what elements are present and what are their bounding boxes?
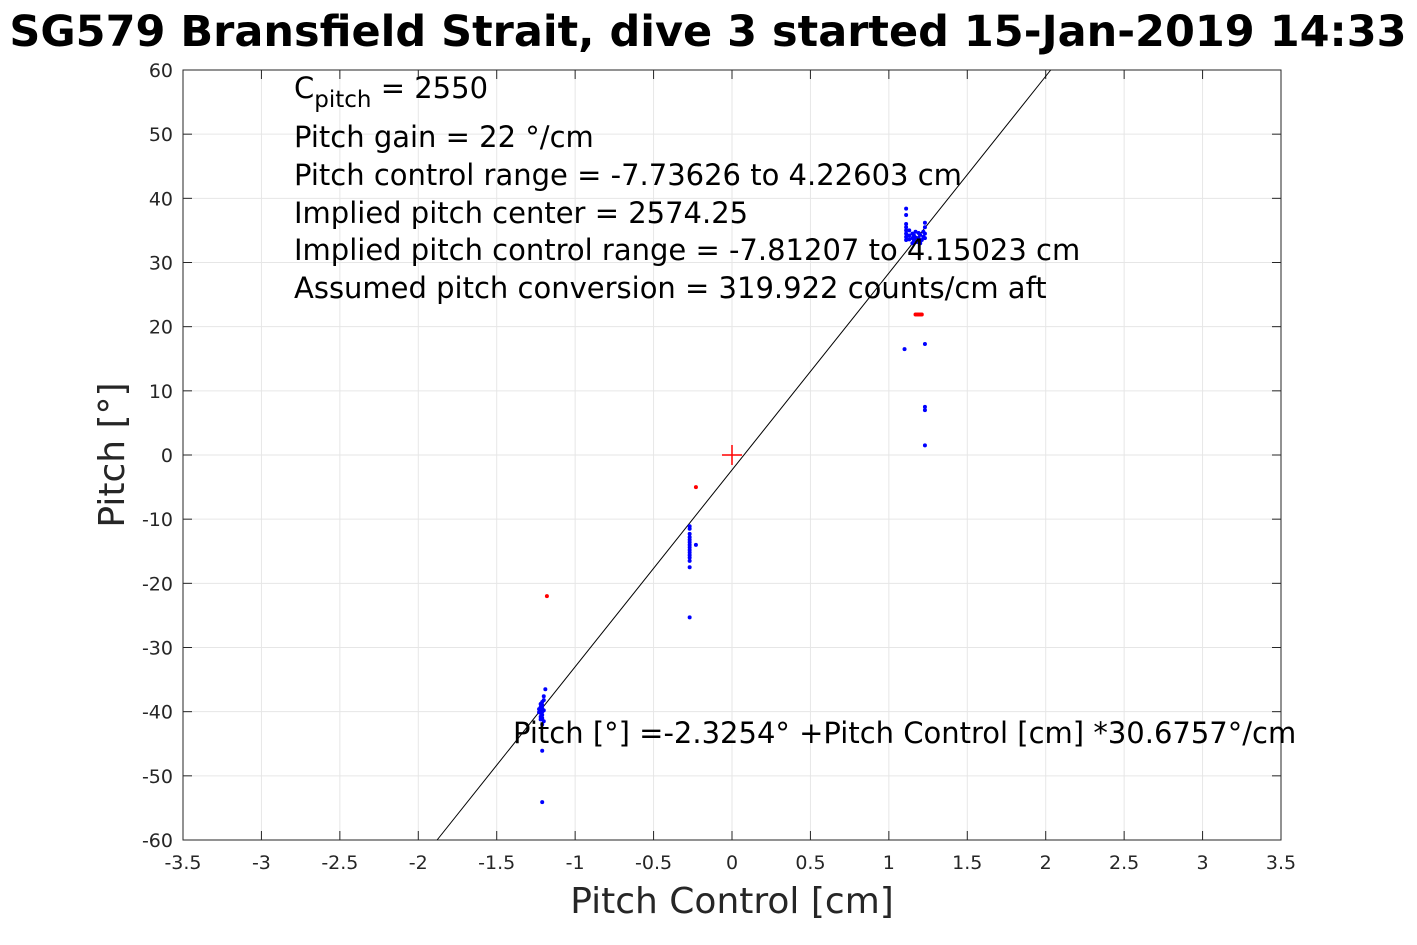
y-tick-label: -10: [142, 509, 173, 531]
x-axis: -3.5 -3 -2.5 -2 -1.5 -1 -0.5 0 0.5 1 1.5 2 2.5 3 3.5: [164, 70, 1296, 874]
data-point: [541, 694, 546, 699]
data-point: [904, 213, 909, 218]
data-point: [687, 526, 692, 531]
data-point: [907, 228, 912, 233]
x-tick-label: 0.5: [795, 852, 825, 874]
x-tick-label: -2.5: [321, 852, 358, 874]
data-point: [538, 717, 543, 722]
data-point: [537, 710, 542, 715]
x-tick-label: -3: [252, 852, 271, 874]
data-point: [919, 238, 924, 243]
data-point: [913, 235, 918, 240]
y-axis-label: Pitch [°]: [92, 382, 133, 527]
x-tick-label: 3: [1197, 852, 1209, 874]
data-point: [922, 231, 927, 236]
data-points: [537, 206, 927, 805]
data-point: [687, 531, 692, 536]
data-point: [541, 719, 546, 724]
annotation-pitch-control-range: Pitch control range = -7.73626 to 4.2260…: [294, 158, 962, 192]
annotation-pitch-conversion: Assumed pitch conversion = 319.922 count…: [294, 271, 1047, 305]
y-tick-label: 10: [149, 381, 173, 403]
data-point: [540, 722, 545, 727]
data-point: [687, 615, 692, 620]
x-tick-label: -0.5: [635, 852, 672, 874]
data-point: [693, 485, 698, 490]
data-point: [916, 236, 921, 241]
data-point: [922, 225, 927, 230]
data-point: [907, 233, 912, 238]
data-point: [911, 238, 916, 243]
data-point: [687, 558, 692, 563]
data-point: [922, 404, 927, 409]
data-point: [687, 555, 692, 560]
annotation-fit-equation: Pitch [°] =-2.3254° +Pitch Control [cm] …: [513, 716, 1296, 750]
x-tick-label: 2.5: [1109, 852, 1139, 874]
data-point: [922, 408, 927, 413]
data-point: [904, 206, 909, 211]
x-tick-label: 1: [883, 852, 895, 874]
x-tick-label: 1.5: [952, 852, 982, 874]
data-point: [904, 225, 909, 230]
data-point: [918, 241, 923, 246]
x-tick-label: 3.5: [1266, 852, 1296, 874]
data-point: [913, 229, 918, 234]
data-point: [543, 687, 548, 692]
y-tick-label: 20: [149, 317, 173, 339]
y-tick-label: -60: [142, 830, 173, 852]
data-point: [540, 800, 545, 805]
data-point: [922, 236, 927, 241]
c-pitch-value: = 2550: [371, 71, 488, 105]
y-tick-label: 0: [161, 445, 173, 467]
data-point: [918, 232, 923, 237]
data-point: [922, 220, 927, 225]
data-point: [904, 238, 909, 243]
chart-title: SG579 Bransfield Strait, dive 3 started …: [9, 7, 1406, 57]
c-pitch-subscript: pitch: [314, 87, 371, 113]
y-tick-label: 60: [149, 60, 173, 82]
data-point: [904, 234, 909, 239]
data-point: [922, 341, 927, 346]
data-point: [907, 237, 912, 242]
data-point: [915, 239, 920, 244]
y-tick-label: -50: [142, 766, 173, 788]
x-tick-label: 2: [1040, 852, 1052, 874]
annotation-implied-control-range: Implied pitch control range = -7.81207 t…: [294, 233, 1080, 267]
data-point: [693, 542, 698, 547]
data-point: [541, 708, 546, 713]
x-tick-label: -1.5: [478, 852, 515, 874]
x-tick-label: -3.5: [164, 852, 201, 874]
y-tick-label: 50: [149, 124, 173, 146]
data-point: [544, 594, 549, 599]
data-point: [922, 443, 927, 448]
c-pitch-prefix: C: [294, 71, 314, 105]
data-point: [904, 228, 909, 233]
data-point: [904, 222, 909, 226]
y-axis: -60 -50 -40 -30 -20 -10 0 10 20 30 40 50 60: [142, 60, 1281, 852]
data-point: [537, 707, 542, 712]
data-point: [541, 698, 546, 703]
y-tick-label: 30: [149, 253, 173, 275]
data-point: [538, 701, 543, 706]
x-tick-label: -1: [566, 852, 585, 874]
y-tick-label: -40: [142, 702, 173, 724]
x-tick-label: -2: [409, 852, 428, 874]
annotation-implied-pitch-center: Implied pitch center = 2574.25: [294, 196, 748, 230]
annotation-pitch-gain: Pitch gain = 22 °/cm: [294, 120, 594, 154]
center-marker-group: [722, 445, 742, 465]
y-tick-label: 40: [149, 188, 173, 210]
x-axis-label: Pitch Control [cm]: [570, 881, 894, 922]
data-point: [904, 231, 909, 236]
data-point: [902, 347, 907, 352]
data-point: [919, 312, 924, 317]
data-point: [540, 748, 545, 753]
grid: [182, 69, 1282, 841]
annotation-c-pitch: Cpitch = 2550: [294, 71, 488, 113]
data-point: [687, 565, 692, 570]
y-tick-label: -20: [142, 573, 173, 595]
x-tick-label: 0: [726, 852, 738, 874]
y-tick-label: -30: [142, 638, 173, 660]
